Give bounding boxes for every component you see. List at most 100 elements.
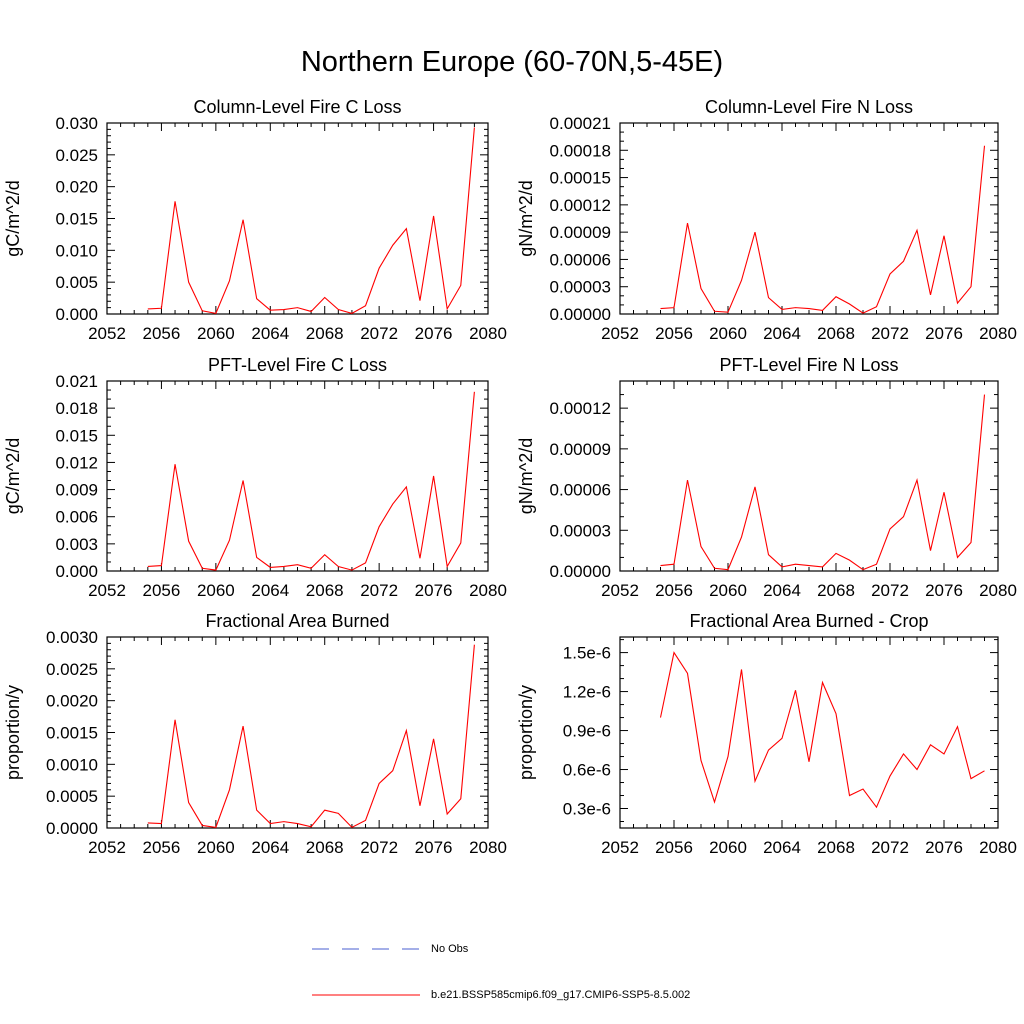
- x-tick-label: 2068: [306, 838, 344, 857]
- y-tick-label: 0.00003: [550, 521, 611, 540]
- x-tick-label: 2060: [197, 581, 235, 600]
- data-series-line: [659, 651, 985, 809]
- y-tick-label: 0.009: [55, 481, 98, 500]
- chart-panel-2: Column-Level Fire N Loss gN/m^2/d 2052 2056…: [516, 97, 1017, 343]
- x-tick-label: 2056: [655, 581, 693, 600]
- data-series-line: [660, 394, 986, 571]
- data-series-line: [147, 391, 475, 571]
- x-tick-label: 2080: [979, 838, 1017, 857]
- y-tick-label: 0.015: [55, 210, 98, 229]
- y-tick-label: 0.020: [55, 178, 98, 197]
- y-axis-label: gC/m^2/d: [3, 438, 23, 514]
- panel-title: PFT-Level Fire N Loss: [719, 355, 898, 375]
- legend-label-model-run: b.e21.BSSP585cmip6.f09_g17.CMIP6-SSP5-8.…: [431, 989, 691, 1001]
- y-tick-label: 0.0025: [46, 660, 98, 679]
- x-tick-label: 2076: [415, 324, 453, 343]
- y-tick-label: 0.6e-6: [563, 761, 611, 780]
- x-tick-label: 2056: [143, 324, 181, 343]
- x-tick-label: 2060: [709, 581, 747, 600]
- x-tick-label: 2076: [415, 838, 453, 857]
- y-axis-label: proportion/y: [516, 685, 536, 780]
- y-tick-label: 0.00000: [550, 562, 611, 581]
- y-tick-label: 0.00009: [550, 440, 611, 459]
- y-tick-label: 0.0000: [46, 819, 98, 838]
- x-tick-label: 2056: [143, 838, 181, 857]
- y-axis-label: gC/m^2/d: [3, 180, 23, 256]
- y-tick-label: 0.005: [55, 273, 98, 292]
- y-tick-label: 0.025: [55, 146, 98, 165]
- chart-panel-6: Fractional Area Burned - Crop proportion/…: [516, 611, 1017, 857]
- y-tick-label: 0.00006: [550, 481, 611, 500]
- x-tick-label: 2064: [251, 581, 289, 600]
- y-tick-label: 0.00015: [550, 169, 611, 188]
- x-tick-label: 2056: [655, 838, 693, 857]
- x-tick-label: 2072: [360, 838, 398, 857]
- plot-frame: [619, 636, 999, 829]
- y-tick-label: 0.00006: [550, 250, 611, 269]
- x-tick-label: 2076: [925, 838, 963, 857]
- x-tick-label: 2072: [871, 324, 909, 343]
- data-series-line: [660, 145, 986, 314]
- panel-title: Fractional Area Burned - Crop: [689, 611, 928, 631]
- panel-title: Fractional Area Burned: [205, 611, 389, 631]
- panel-title: PFT-Level Fire C Loss: [208, 355, 387, 375]
- x-tick-label: 2060: [197, 324, 235, 343]
- x-tick-label: 2080: [979, 581, 1017, 600]
- x-tick-label: 2068: [817, 838, 855, 857]
- y-tick-label: 0.00000: [550, 305, 611, 324]
- y-tick-label: 0.00018: [550, 141, 611, 160]
- y-tick-label: 1.2e-6: [563, 683, 611, 702]
- chart-panel-4: PFT-Level Fire N Loss gN/m^2/d 2052 2056 206…: [516, 355, 1017, 600]
- y-tick-label: 0.012: [55, 453, 98, 472]
- y-tick-label: 0.003: [55, 535, 98, 554]
- y-tick-label: 0.0020: [46, 692, 98, 711]
- plot-frame: [619, 380, 999, 572]
- x-tick-label: 2060: [197, 838, 235, 857]
- x-tick-label: 2076: [925, 581, 963, 600]
- y-tick-label: 0.00012: [550, 399, 611, 418]
- y-axis-label: proportion/y: [3, 685, 23, 780]
- y-tick-label: 0.018: [55, 399, 98, 418]
- x-tick-label: 2052: [601, 324, 639, 343]
- y-axis-label: gN/m^2/d: [516, 438, 536, 514]
- x-tick-label: 2064: [763, 324, 801, 343]
- y-tick-label: 0.00021: [550, 114, 611, 133]
- plot-frame: [619, 122, 999, 315]
- data-series-line: [147, 644, 475, 829]
- chart-panel-1: Column-Level Fire C Loss gC/m^2/d 2052 2056…: [3, 97, 507, 343]
- y-tick-label: 0.0030: [46, 628, 98, 647]
- y-tick-label: 0.021: [55, 372, 98, 391]
- x-tick-label: 2080: [469, 838, 507, 857]
- y-tick-label: 0.000: [55, 562, 98, 581]
- y-tick-label: 0.030: [55, 114, 98, 133]
- y-tick-label: 0.0015: [46, 724, 98, 743]
- x-tick-label: 2068: [817, 324, 855, 343]
- x-tick-label: 2064: [251, 838, 289, 857]
- data-series-line: [147, 127, 475, 314]
- x-tick-label: 2064: [251, 324, 289, 343]
- x-tick-label: 2064: [763, 838, 801, 857]
- y-tick-label: 0.9e-6: [563, 722, 611, 741]
- y-tick-label: 0.3e-6: [563, 800, 611, 819]
- x-tick-label: 2064: [763, 581, 801, 600]
- x-tick-label: 2068: [306, 324, 344, 343]
- x-tick-label: 2072: [360, 581, 398, 600]
- panel-title: Column-Level Fire C Loss: [193, 97, 401, 117]
- x-tick-label: 2060: [709, 838, 747, 857]
- x-tick-label: 2056: [143, 581, 181, 600]
- x-tick-label: 2060: [709, 324, 747, 343]
- legend-label-no-obs: No Obs: [431, 943, 469, 955]
- panel-title: Column-Level Fire N Loss: [705, 97, 913, 117]
- y-tick-label: 0.0010: [46, 755, 98, 774]
- y-tick-label: 0.0005: [46, 787, 98, 806]
- chart-panel-5: Fractional Area Burned proportion/y 2052 20…: [3, 611, 507, 857]
- chart-panel-3: PFT-Level Fire C Loss gC/m^2/d 2052 2056 206…: [3, 355, 507, 600]
- y-tick-label: 0.00003: [550, 278, 611, 297]
- x-tick-label: 2076: [415, 581, 453, 600]
- x-tick-label: 2080: [979, 324, 1017, 343]
- x-tick-label: 2068: [306, 581, 344, 600]
- y-tick-label: 0.010: [55, 241, 98, 260]
- x-tick-label: 2072: [871, 838, 909, 857]
- x-tick-label: 2052: [88, 324, 126, 343]
- y-tick-label: 0.00012: [550, 196, 611, 215]
